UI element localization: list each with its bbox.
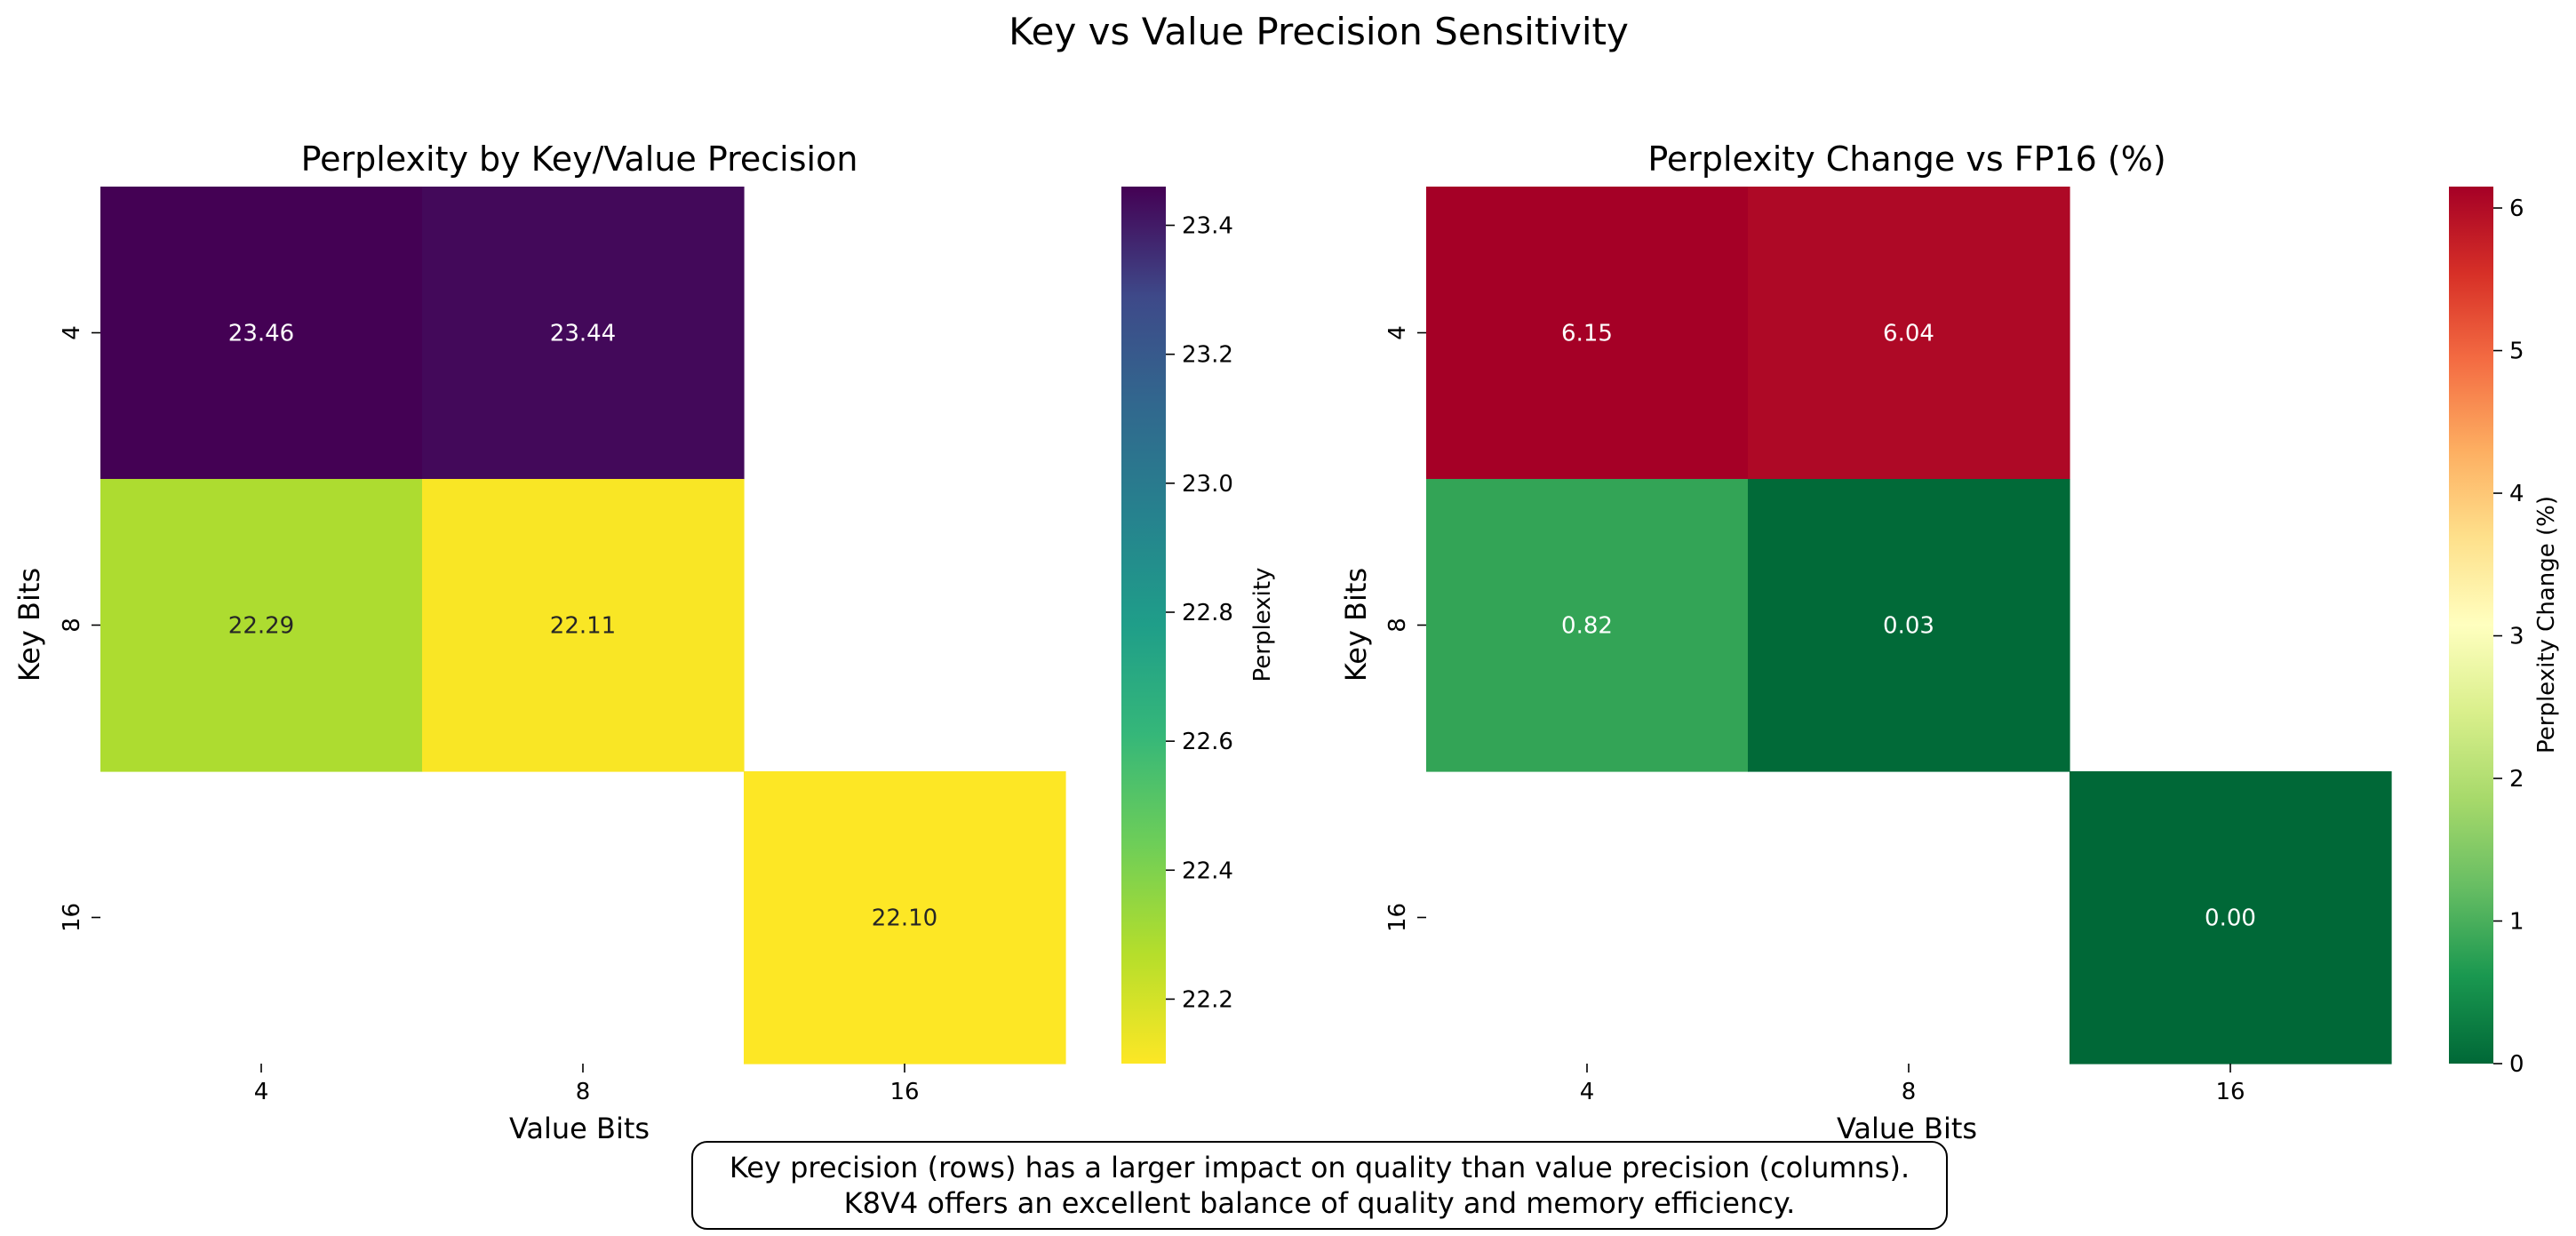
cell-value-label: 22.10 xyxy=(872,905,937,932)
cell-value-label: 0.03 xyxy=(1883,613,1934,640)
colorbar-tick-label: 2 xyxy=(2509,766,2524,793)
x-axis-ticks: 4 8 16 xyxy=(254,1064,920,1105)
annotation-box: Key precision (rows) has a larger impact… xyxy=(691,1141,1948,1230)
heatmap-cell xyxy=(422,479,745,772)
heatmap-cell xyxy=(1426,187,1749,480)
colorbar-tick-label: 22.4 xyxy=(1182,857,1233,884)
x-tick-label: 4 xyxy=(254,1079,269,1105)
heatmap-cell xyxy=(100,479,423,772)
x-axis-label: Value Bits xyxy=(509,1112,650,1145)
colorbar-tick-label: 5 xyxy=(2509,339,2524,365)
cell-value-label: 23.46 xyxy=(228,321,294,347)
colorbar: 22.2 22.4 22.6 22.8 23.0 23.2 23.4 Perplexity xyxy=(1121,187,1276,1064)
colorbar-tick-label: 1 xyxy=(2509,909,2524,936)
colorbar-tick-label: 4 xyxy=(2509,481,2524,507)
x-axis-ticks: 4 8 16 xyxy=(1580,1064,2245,1105)
colorbar-label: Perplexity xyxy=(1249,568,1276,682)
x-tick-label: 16 xyxy=(2215,1079,2245,1105)
colorbar-tick-label: 23.4 xyxy=(1182,213,1233,240)
heatmap-cell xyxy=(744,771,1066,1065)
x-tick-label: 8 xyxy=(576,1079,591,1105)
heatmap-cell xyxy=(2070,771,2392,1065)
colorbar-ticks: 0 1 2 3 4 5 6 xyxy=(2493,195,2524,1078)
x-tick-label: 4 xyxy=(1580,1079,1595,1105)
heatmap-perplexity: Perplexity by Key/Value Precision 23.46 2… xyxy=(12,140,1276,1145)
y-tick-label: 4 xyxy=(59,325,85,340)
colorbar-gradient xyxy=(2449,187,2493,1064)
colorbar-tick-label: 3 xyxy=(2509,624,2524,650)
cell-value-label: 0.82 xyxy=(1561,613,1613,640)
heatmap-cells: 23.46 23.44 22.29 22.11 22.10 xyxy=(100,187,1066,1065)
y-tick-label: 8 xyxy=(59,618,85,633)
cell-value-label: 6.04 xyxy=(1883,321,1934,347)
heatmap-title: Perplexity Change vs FP16 (%) xyxy=(1647,140,2165,179)
heatmap-cell xyxy=(1426,479,1749,772)
y-axis-ticks: 4 8 16 xyxy=(59,325,100,932)
y-tick-label: 16 xyxy=(1384,903,1411,932)
heatmap-title: Perplexity by Key/Value Precision xyxy=(301,140,858,179)
colorbar-ticks: 22.2 22.4 22.6 22.8 23.0 23.2 23.4 xyxy=(1166,213,1233,1013)
cell-value-label: 6.15 xyxy=(1561,321,1613,347)
y-axis-label: Key Bits xyxy=(1339,568,1373,682)
y-axis-label: Key Bits xyxy=(12,568,46,682)
colorbar-tick-label: 23.0 xyxy=(1182,471,1233,498)
colorbar-tick-label: 22.2 xyxy=(1182,986,1233,1013)
heatmap-cell xyxy=(1748,187,2070,480)
x-tick-label: 16 xyxy=(889,1079,919,1105)
cell-value-label: 22.11 xyxy=(550,613,616,640)
x-axis-label: Value Bits xyxy=(1837,1112,1977,1145)
heatmap-cell xyxy=(422,187,745,480)
cell-value-label: 22.29 xyxy=(228,613,294,640)
y-axis-ticks: 4 8 16 xyxy=(1384,325,1426,932)
heatmap-cell xyxy=(100,187,423,480)
heatmap-cells: 6.15 6.04 0.82 0.03 0.00 xyxy=(1426,187,2392,1065)
y-tick-label: 4 xyxy=(1384,325,1411,340)
y-tick-label: 16 xyxy=(59,903,85,932)
colorbar-tick-label: 6 xyxy=(2509,195,2524,222)
heatmap-change: Perplexity Change vs FP16 (%) 6.15 6.04 0.… xyxy=(1339,140,2560,1145)
figure-title: Key vs Value Precision Sensitivity xyxy=(1009,10,1629,53)
cell-value-label: 0.00 xyxy=(2205,905,2256,932)
colorbar-tick-label: 0 xyxy=(2509,1051,2524,1078)
colorbar-label: Perplexity Change (%) xyxy=(2533,496,2560,754)
cell-value-label: 23.44 xyxy=(550,321,616,347)
heatmap-cell xyxy=(1748,479,2070,772)
y-tick-label: 8 xyxy=(1384,618,1411,633)
colorbar-tick-label: 22.8 xyxy=(1182,600,1233,626)
annotation-line: K8V4 offers an excellent balance of qual… xyxy=(843,1186,1796,1220)
colorbar-gradient xyxy=(1121,187,1166,1064)
annotation-line: Key precision (rows) has a larger impact… xyxy=(729,1151,1910,1184)
colorbar-tick-label: 22.6 xyxy=(1182,729,1233,755)
x-tick-label: 8 xyxy=(1902,1079,1917,1105)
colorbar-tick-label: 23.2 xyxy=(1182,342,1233,369)
colorbar: 0 1 2 3 4 5 6 Perplexity Change (%) xyxy=(2449,187,2560,1078)
